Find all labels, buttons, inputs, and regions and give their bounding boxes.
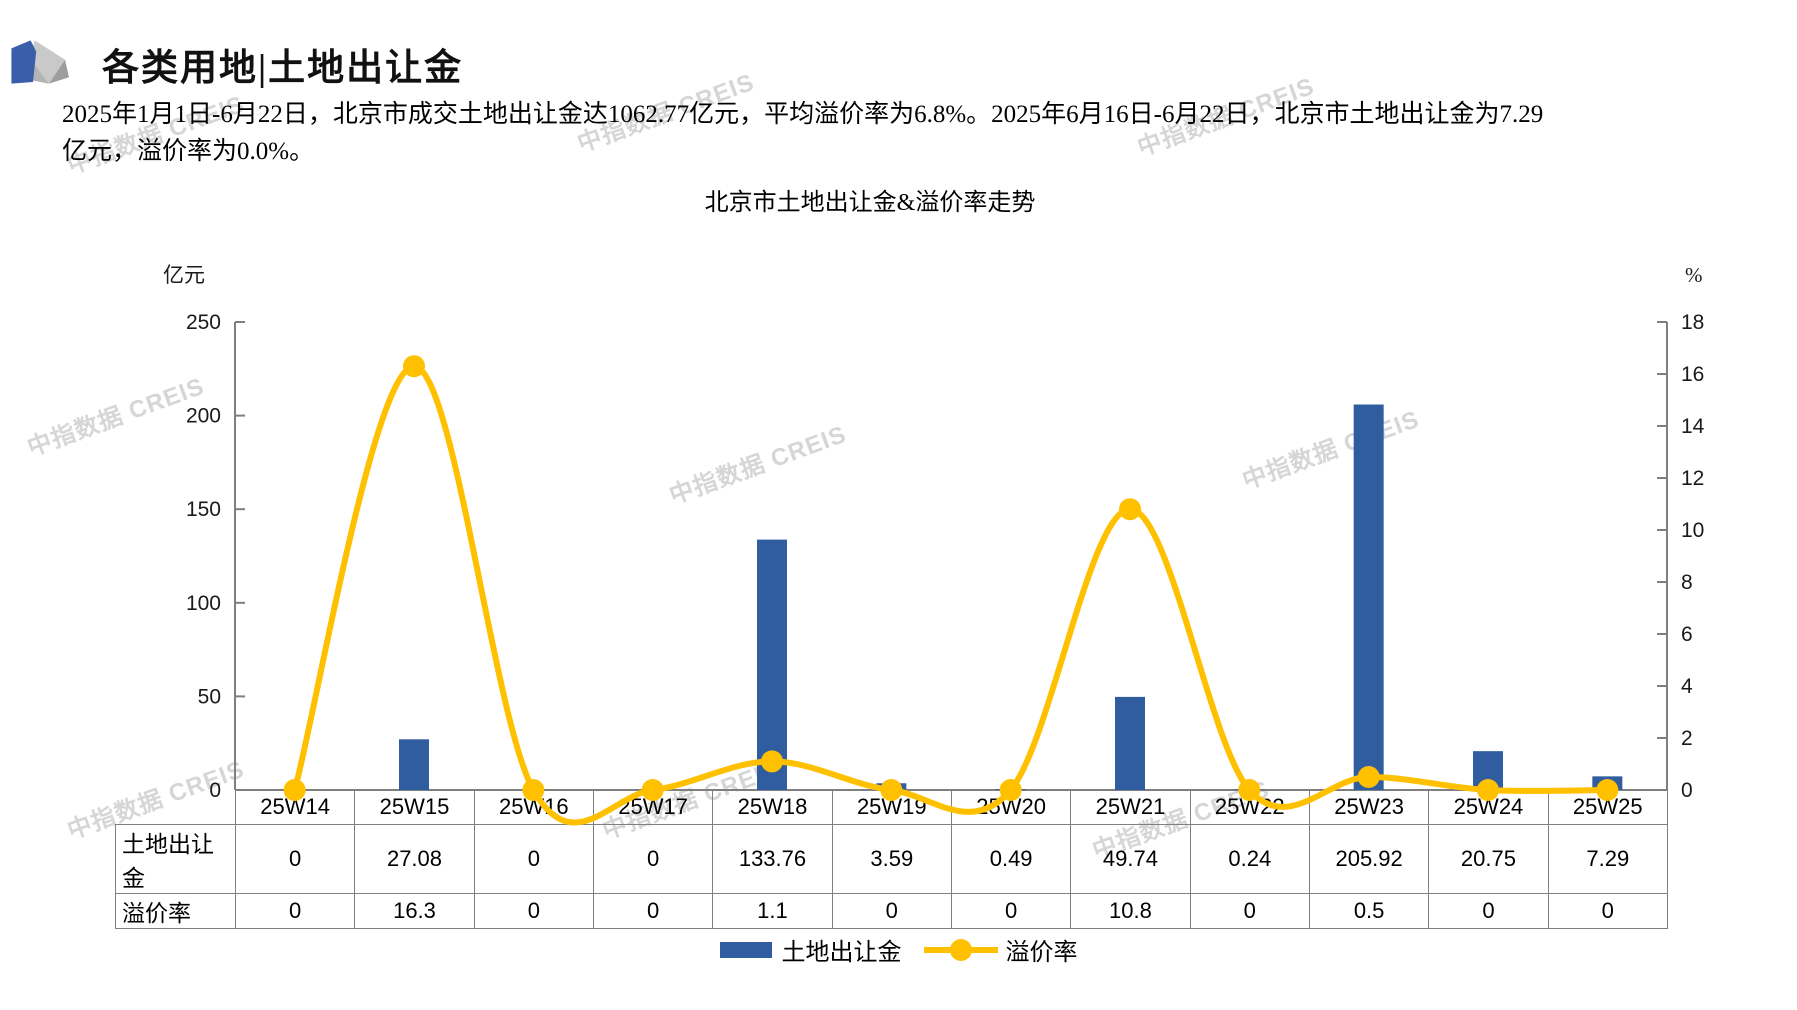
table-row: 溢价率 0 16.3 0 0 1.1 0 0 10.8 0 0.5 0 0 — [115, 893, 1668, 929]
legend-line-swatch-icon — [923, 938, 998, 961]
week-header-cell: 25W15 — [354, 790, 475, 825]
bar-25W19 — [876, 783, 907, 790]
week-header-cell: 25W18 — [712, 790, 833, 825]
summary-line-2: 亿元，溢价率为0.0%。 — [62, 138, 315, 165]
value-cell: 27.08 — [354, 824, 475, 894]
watermark-text: 中指数据 CREIS — [666, 420, 851, 510]
bar-25W24 — [1473, 751, 1503, 790]
svg-text:2: 2 — [1681, 727, 1693, 750]
value-cell: 10.8 — [1070, 893, 1191, 929]
page-header: 各类用地|土地出让金 — [8, 12, 463, 116]
value-cell: 0.24 — [1189, 824, 1310, 894]
week-header-cell: 25W19 — [831, 790, 952, 825]
value-cell: 0 — [234, 893, 356, 929]
watermark-text: 中指数据 CREIS — [24, 372, 209, 462]
svg-text:250: 250 — [186, 311, 221, 334]
svg-text:亿元: 亿元 — [163, 263, 205, 287]
bar-25W25 — [1592, 776, 1623, 790]
row-label-cell: 溢价率 — [115, 893, 236, 929]
value-cell: 49.74 — [1070, 824, 1191, 894]
data-table: 25W14 25W15 25W16 25W17 25W18 25W19 25W20 25W21… — [115, 790, 1668, 929]
value-cell: 0 — [950, 893, 1072, 929]
svg-text:8: 8 — [1681, 571, 1693, 594]
value-cell: 0 — [473, 824, 594, 894]
svg-text:200: 200 — [186, 405, 221, 428]
value-cell: 7.29 — [1547, 824, 1668, 894]
value-cell: 3.59 — [831, 824, 952, 894]
svg-text:4: 4 — [1681, 675, 1693, 698]
week-header-cell: 25W20 — [950, 790, 1072, 825]
value-cell: 1.1 — [712, 893, 833, 929]
summary-line-1: 2025年1月1日-6月22日，北京市成交土地出让金达1062.77亿元，平均溢… — [62, 101, 1544, 128]
page-title: 各类用地|土地出让金 — [102, 47, 464, 89]
svg-text:10: 10 — [1681, 519, 1704, 542]
svg-text:6: 6 — [1681, 623, 1693, 646]
chart-title: 北京市土地出让金&溢价率走势 — [704, 190, 1036, 216]
table-row: 土地出让金 0 27.08 0 0 133.76 3.59 0.49 49.74 0.24 205.… — [115, 824, 1668, 894]
bar-25W23 — [1353, 404, 1384, 790]
week-header-cell: 25W23 — [1308, 790, 1430, 825]
week-header-cell: 25W16 — [473, 790, 594, 825]
value-cell: 0 — [1189, 893, 1310, 929]
summary-text: 2025年1月1日-6月22日，北京市成交土地出让金达1062.77亿元，平均溢… — [62, 96, 1742, 170]
week-header-cell: 25W17 — [592, 790, 714, 825]
value-cell: 0 — [234, 824, 356, 894]
week-header-cell: 25W25 — [1547, 790, 1668, 825]
svg-text:12: 12 — [1681, 467, 1704, 490]
value-cell: 205.92 — [1308, 824, 1430, 894]
svg-text:18: 18 — [1681, 311, 1704, 334]
svg-text:14: 14 — [1681, 415, 1705, 438]
value-cell: 0 — [1428, 893, 1549, 929]
svg-text:0: 0 — [1681, 779, 1693, 802]
line-marker-25W23 — [1357, 766, 1380, 788]
value-cell: 0 — [1547, 893, 1668, 929]
svg-text:50: 50 — [198, 685, 221, 708]
bar-25W15 — [399, 739, 429, 790]
legend-line-marker-icon — [949, 938, 972, 961]
chart-legend: 土地出让金 溢价率 — [0, 932, 1797, 967]
table-corner-cell — [116, 790, 236, 825]
value-cell: 133.76 — [712, 824, 833, 894]
legend-bar-swatch-icon — [719, 941, 772, 958]
legend-line-label: 溢价率 — [1005, 940, 1078, 966]
line-marker-25W21 — [1119, 498, 1141, 521]
value-cell: 16.3 — [354, 893, 475, 929]
svg-text:16: 16 — [1681, 363, 1704, 386]
bar-25W21 — [1115, 696, 1145, 790]
value-cell: 0 — [473, 893, 594, 929]
value-cell: 0.5 — [1308, 893, 1430, 929]
value-cell: 0 — [592, 824, 714, 894]
svg-text:150: 150 — [186, 498, 221, 521]
value-cell: 0.49 — [950, 824, 1072, 894]
week-header-cell: 25W14 — [234, 790, 356, 825]
value-cell: 0 — [831, 893, 952, 929]
watermark-text: 中指数据 CREIS — [1239, 405, 1424, 495]
svg-text:100: 100 — [186, 592, 221, 615]
svg-text:%: % — [1685, 263, 1703, 287]
row-label-cell: 土地出让金 — [115, 824, 236, 894]
line-marker-25W15 — [403, 355, 425, 378]
week-header-cell: 25W22 — [1189, 790, 1310, 825]
week-header-cell: 25W24 — [1428, 790, 1549, 825]
legend-bar-label: 土地出让金 — [781, 940, 902, 966]
week-header-cell: 25W21 — [1070, 790, 1191, 825]
value-cell: 20.75 — [1428, 824, 1549, 894]
creis-logo-icon — [11, 40, 69, 84]
value-cell: 0 — [592, 893, 714, 929]
